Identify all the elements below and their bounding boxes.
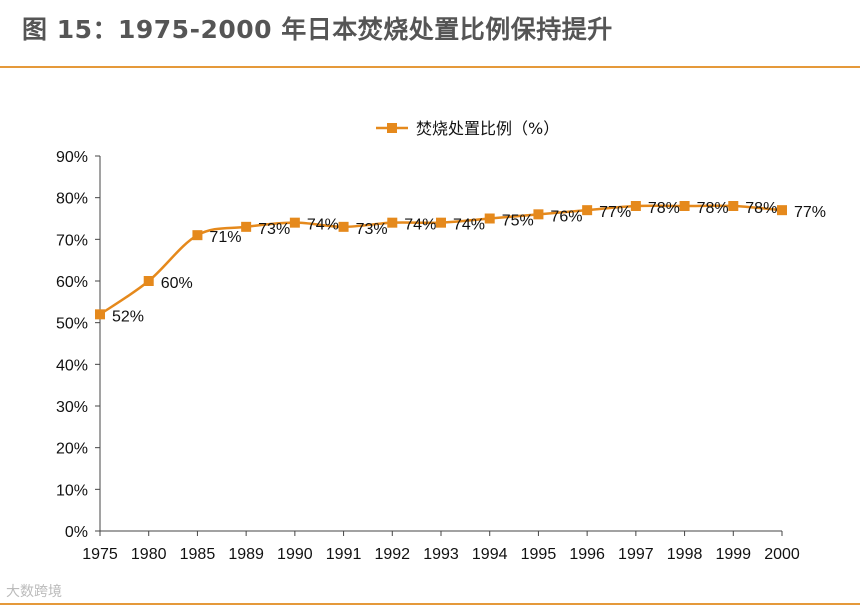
data-label: 60% bbox=[161, 275, 193, 292]
x-tick-label: 1996 bbox=[569, 546, 605, 563]
series-group bbox=[95, 201, 787, 320]
x-tick-label: 1995 bbox=[521, 546, 557, 563]
x-tick-label: 1994 bbox=[472, 546, 508, 563]
y-tick-label: 20% bbox=[56, 441, 88, 458]
y-tick-label: 10% bbox=[56, 482, 88, 499]
y-tick-label: 30% bbox=[56, 399, 88, 416]
data-label: 77% bbox=[794, 204, 826, 221]
data-label: 74% bbox=[307, 217, 339, 234]
data-label: 73% bbox=[258, 221, 290, 238]
y-tick-label: 80% bbox=[56, 191, 88, 208]
data-label: 73% bbox=[356, 221, 388, 238]
data-point-marker bbox=[630, 201, 641, 211]
data-label: 78% bbox=[745, 200, 777, 217]
data-label: 77% bbox=[599, 204, 631, 221]
x-tick-label: 1999 bbox=[715, 546, 751, 563]
data-label: 71% bbox=[209, 229, 241, 246]
data-label: 76% bbox=[550, 208, 582, 225]
bottom-divider bbox=[0, 603, 860, 605]
data-point-marker bbox=[338, 221, 349, 232]
x-tick-label: 1980 bbox=[131, 546, 167, 563]
data-point-marker bbox=[387, 217, 398, 228]
x-tick-label: 1993 bbox=[423, 546, 459, 563]
x-tick-label: 1975 bbox=[82, 546, 118, 563]
x-axis: 1975 1980 1985 1989 1990 1991 1992 1993 1994 1995… bbox=[82, 530, 800, 563]
data-point-marker bbox=[679, 201, 690, 211]
data-point-marker bbox=[436, 217, 446, 228]
legend-label: 焚烧处置比例（%） bbox=[416, 119, 559, 138]
data-label: 78% bbox=[648, 200, 680, 217]
data-point-marker bbox=[582, 205, 593, 216]
y-axis: 0% 10% 20% 30% 40% 50% 60% 70% 80% 90% bbox=[56, 149, 101, 541]
y-tick-label: 0% bbox=[65, 524, 88, 541]
x-tick-label: 1992 bbox=[374, 546, 410, 563]
y-tick-label: 50% bbox=[56, 316, 88, 333]
data-point-marker bbox=[143, 276, 154, 286]
data-label: 74% bbox=[453, 217, 485, 234]
x-tick-label: 1991 bbox=[326, 546, 362, 563]
data-point-marker bbox=[289, 217, 300, 228]
x-tick-label: 1985 bbox=[180, 546, 216, 563]
x-tick-label: 1989 bbox=[228, 546, 264, 563]
data-labels: 52% 60% 71% 73% 74% 73% 74% 74% 75% 76% 77% 78% 78% 7… bbox=[112, 200, 826, 325]
data-point-marker bbox=[728, 201, 739, 211]
chart-legend: 焚烧处置比例（%） bbox=[376, 119, 559, 138]
x-tick-label: 1998 bbox=[667, 546, 703, 563]
data-label: 52% bbox=[112, 308, 144, 325]
watermark: 大数跨境 bbox=[6, 584, 62, 600]
data-point-marker bbox=[192, 230, 203, 241]
y-tick-label: 90% bbox=[56, 149, 88, 166]
data-point-marker bbox=[95, 309, 105, 320]
legend-marker bbox=[387, 123, 397, 133]
data-label: 78% bbox=[697, 200, 729, 217]
data-label: 74% bbox=[404, 217, 436, 234]
title-divider bbox=[0, 66, 860, 68]
x-tick-label: 1990 bbox=[277, 546, 313, 563]
y-tick-label: 60% bbox=[56, 274, 88, 291]
data-label: 75% bbox=[502, 213, 534, 230]
figure-title: 图 15：1975-2000 年日本焚烧处置比例保持提升 bbox=[22, 15, 613, 44]
x-tick-label: 2000 bbox=[764, 546, 800, 563]
data-point-marker bbox=[533, 209, 544, 220]
data-point-marker bbox=[484, 213, 495, 224]
x-tick-label: 1997 bbox=[618, 546, 654, 563]
data-point-marker bbox=[241, 221, 252, 232]
data-point-marker bbox=[777, 205, 787, 216]
y-tick-label: 40% bbox=[56, 357, 88, 374]
y-tick-label: 70% bbox=[56, 232, 88, 249]
